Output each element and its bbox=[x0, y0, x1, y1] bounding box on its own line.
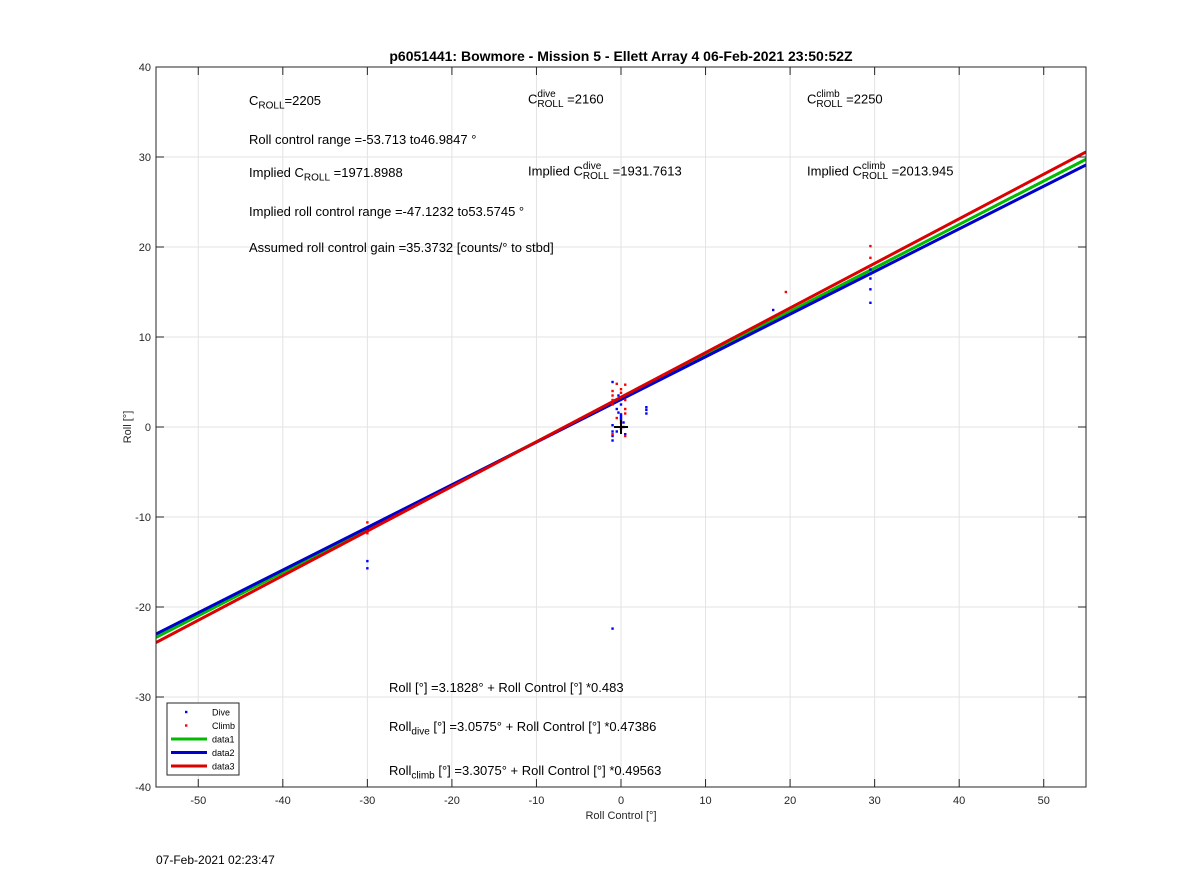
fit-line-data2 bbox=[156, 163, 1086, 636]
legend-marker-Dive bbox=[185, 710, 188, 714]
x-tick-label: 0 bbox=[618, 795, 624, 807]
climb-point bbox=[624, 383, 627, 386]
legend-label-Climb: Climb bbox=[212, 721, 235, 731]
x-axis-label: Roll Control [°] bbox=[585, 810, 656, 822]
y-tick-label: -10 bbox=[135, 512, 151, 524]
footer-timestamp: 07-Feb-2021 02:23:47 bbox=[156, 853, 275, 867]
y-tick-label: -20 bbox=[135, 602, 151, 614]
climb-point bbox=[662, 373, 665, 376]
y-tick-label: 0 bbox=[145, 422, 151, 434]
dive-point bbox=[645, 408, 648, 412]
dive-point bbox=[869, 268, 872, 271]
fit-line-data3 bbox=[156, 150, 1086, 644]
legend-label-Dive: Dive bbox=[212, 708, 230, 718]
climb-point bbox=[624, 398, 627, 402]
y-tick-label: 10 bbox=[139, 332, 151, 344]
legend-label-data1: data1 bbox=[212, 735, 235, 745]
dive-point bbox=[869, 288, 872, 291]
dive-point bbox=[645, 412, 648, 415]
climb-point bbox=[624, 412, 627, 415]
dive-point bbox=[624, 433, 627, 436]
dive-point bbox=[619, 403, 623, 406]
dive-point bbox=[615, 407, 618, 411]
implied-roll-range-annotation: Implied roll control range =-47.1232 to5… bbox=[249, 204, 525, 219]
climb-point bbox=[869, 264, 872, 268]
dive-point bbox=[619, 416, 623, 420]
x-tick-label: 10 bbox=[699, 795, 711, 807]
gain-annotation: Assumed roll control gain =35.3732 [coun… bbox=[249, 240, 554, 255]
dive-point bbox=[611, 380, 614, 384]
dive-point bbox=[611, 627, 614, 630]
dive-point bbox=[366, 567, 369, 570]
y-tick-label: 20 bbox=[139, 242, 151, 254]
y-tick-label: 30 bbox=[139, 152, 151, 164]
climb-point bbox=[615, 382, 618, 385]
dive-point bbox=[622, 421, 625, 424]
equation-climb: Rollclimb [°] =3.3075° + Roll Control [°… bbox=[389, 763, 662, 782]
climb-point bbox=[619, 391, 623, 394]
dive-point bbox=[615, 430, 618, 433]
climb-point bbox=[611, 394, 614, 397]
dive-point bbox=[617, 394, 620, 397]
climb-point bbox=[619, 388, 623, 391]
climb-point bbox=[611, 389, 614, 393]
c-roll-annotation: CROLL=2205 bbox=[249, 93, 322, 112]
x-tick-label: 40 bbox=[953, 795, 965, 807]
dive-point bbox=[869, 277, 872, 280]
x-tick-label: -10 bbox=[529, 795, 545, 807]
x-tick-label: -30 bbox=[359, 795, 375, 807]
dive-point bbox=[611, 424, 614, 427]
dive-point bbox=[619, 413, 623, 416]
dive-point bbox=[869, 301, 872, 304]
climb-point bbox=[624, 407, 627, 411]
x-tick-label: -50 bbox=[190, 795, 206, 807]
x-tick-label: 20 bbox=[784, 795, 796, 807]
equation-dive: Rolldive [°] =3.0575° + Roll Control [°]… bbox=[389, 719, 657, 738]
dive-point bbox=[611, 434, 614, 438]
climb-point bbox=[869, 244, 872, 248]
dive-point bbox=[617, 411, 620, 414]
climb-point bbox=[611, 433, 614, 436]
x-tick-label: -40 bbox=[275, 795, 291, 807]
roll-control-range-annotation: Roll control range =-53.713 to46.9847 ° bbox=[249, 132, 477, 147]
climb-point bbox=[624, 434, 627, 438]
dive-point bbox=[366, 559, 369, 563]
legend-marker-Climb bbox=[185, 724, 188, 727]
x-tick-label: 30 bbox=[869, 795, 881, 807]
climb-point bbox=[869, 256, 872, 259]
y-tick-label: -30 bbox=[135, 692, 151, 704]
dive-point bbox=[645, 406, 648, 409]
dive-point bbox=[619, 418, 623, 421]
legend-label-data2: data2 bbox=[212, 748, 235, 758]
x-tick-label: -20 bbox=[444, 795, 460, 807]
climb-point bbox=[611, 398, 614, 402]
climb-point bbox=[615, 416, 618, 420]
dive-point bbox=[611, 430, 614, 433]
dive-point bbox=[366, 527, 369, 530]
climb-point bbox=[784, 290, 788, 294]
y-tick-label: -40 bbox=[135, 782, 151, 794]
climb-point bbox=[366, 532, 369, 535]
dive-point bbox=[611, 439, 614, 442]
dive-point bbox=[619, 415, 623, 418]
dive-point bbox=[771, 308, 775, 312]
y-tick-label: 40 bbox=[139, 62, 151, 74]
chart-title: p6051441: Bowmore - Mission 5 - Ellett A… bbox=[389, 48, 853, 64]
equation-all: Roll [°] =3.1828° + Roll Control [°] *0.… bbox=[389, 680, 624, 695]
climb-point bbox=[366, 521, 369, 524]
x-tick-label: 50 bbox=[1038, 795, 1050, 807]
climb-point bbox=[611, 403, 614, 406]
y-axis-label: Roll [°] bbox=[122, 411, 134, 444]
implied-c-roll-annotation: Implied CROLL =1971.8988 bbox=[249, 165, 403, 184]
legend-label-data3: data3 bbox=[212, 762, 235, 772]
dive-point bbox=[869, 272, 872, 276]
